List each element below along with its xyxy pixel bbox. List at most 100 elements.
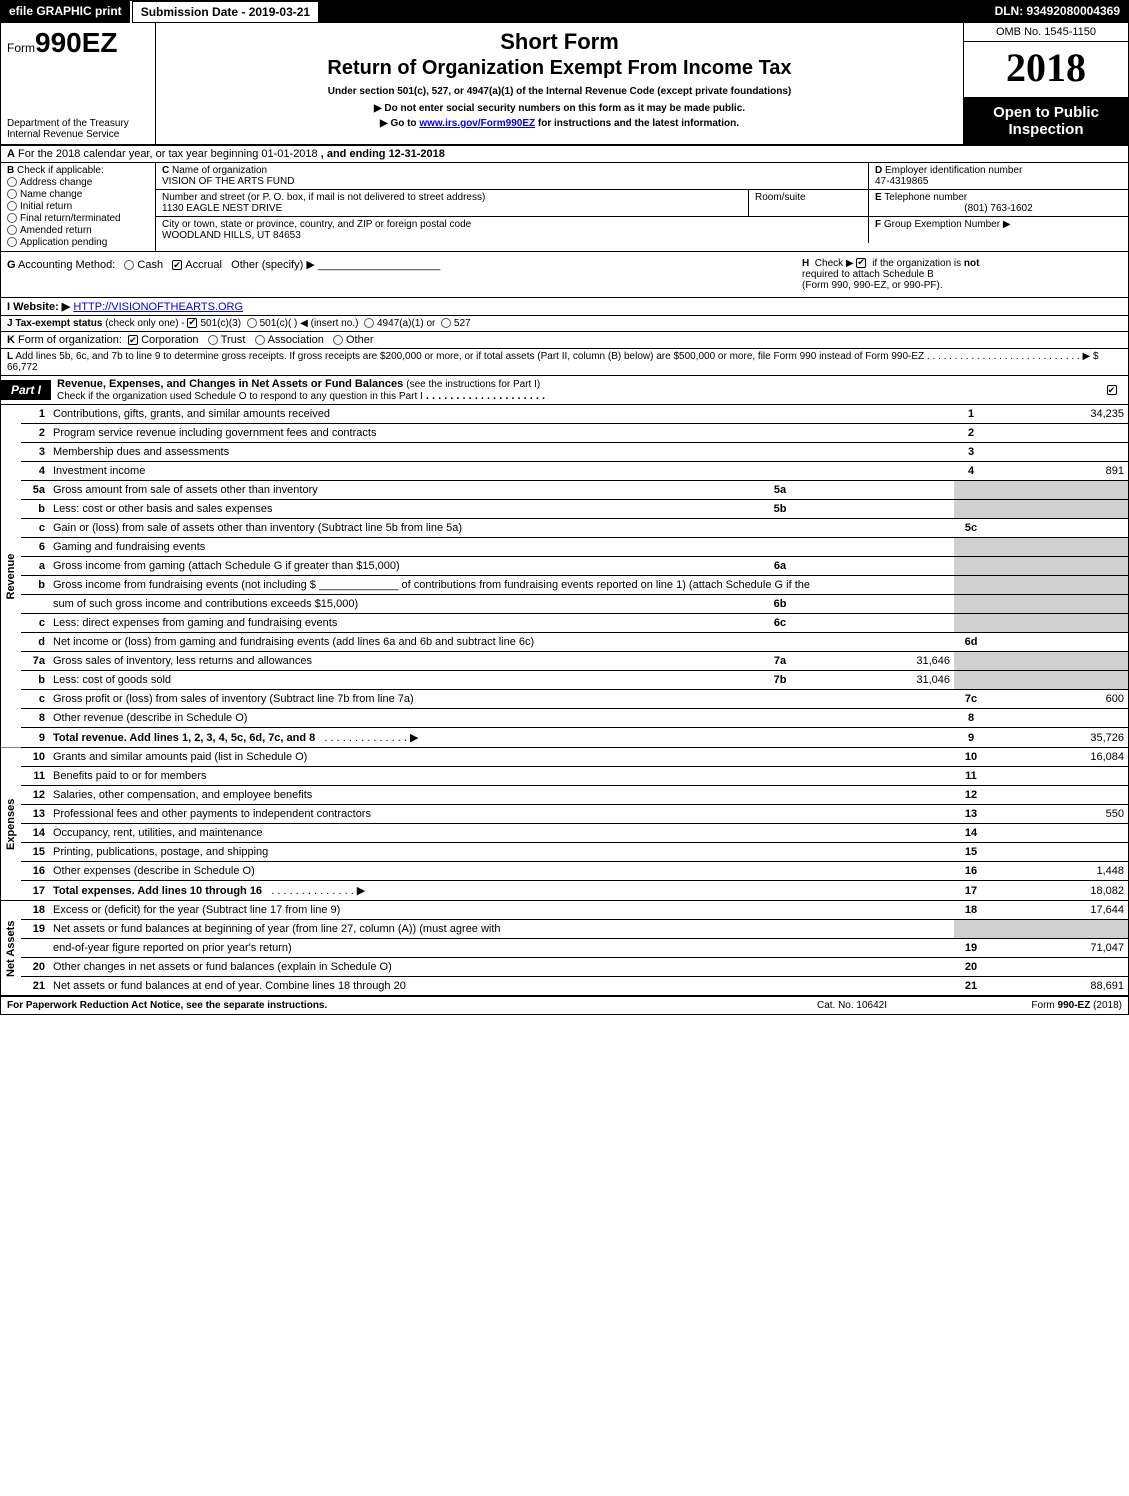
line-number (21, 595, 49, 614)
radio-cash[interactable] (124, 260, 134, 270)
irs-link[interactable]: www.irs.gov/Form990EZ (419, 118, 535, 129)
row-l: L Add lines 5b, 6c, and 7b to line 9 to … (1, 349, 1128, 376)
h-check: H Check ▶ if the organization is not req… (802, 258, 1122, 291)
header-middle: Short Form Return of Organization Exempt… (156, 23, 963, 144)
line-number: 6 (21, 538, 49, 557)
room-label: Room/suite (755, 192, 806, 203)
mid-box-value (794, 614, 954, 633)
line-description: Benefits paid to or for members (49, 767, 954, 786)
cb-trust[interactable] (208, 335, 218, 345)
ein-value: 47-4319865 (875, 176, 928, 187)
line-row: bGross income from fundraising events (n… (1, 576, 1128, 595)
label-e: E (875, 192, 882, 203)
part-i-checkbox-cell (1098, 384, 1128, 396)
footer-right: Form 990-EZ (2018) (942, 1000, 1122, 1011)
line-box-number (954, 595, 988, 614)
opt-other-org: Other (346, 334, 374, 346)
line-box-value: 550 (988, 805, 1128, 824)
part-i-sub: Check if the organization used Schedule … (57, 391, 423, 402)
line-number: c (21, 690, 49, 709)
line-box-number: 1 (954, 405, 988, 424)
row-a-text: For the 2018 calendar year, or tax year … (18, 148, 318, 160)
line-row: sum of such gross income and contributio… (1, 595, 1128, 614)
row-i: I Website: ▶ HTTP://VISIONOFTHEARTS.ORG (1, 298, 1128, 316)
opt-527: 527 (454, 318, 471, 329)
column-b: B Check if applicable: Address change Na… (1, 163, 156, 251)
line-description: Total revenue. Add lines 1, 2, 3, 4, 5c,… (49, 728, 954, 748)
cb-name-change[interactable]: Name change (7, 189, 149, 200)
cb-association[interactable] (255, 335, 265, 345)
label-g: G (7, 259, 16, 271)
cb-501c[interactable] (247, 318, 257, 328)
cb-amended-return[interactable]: Amended return (7, 225, 149, 236)
line-description: Less: cost of goods sold (49, 671, 766, 690)
line-row: 19Net assets or fund balances at beginni… (1, 920, 1128, 939)
line-box-value (988, 557, 1128, 576)
cb-initial-return[interactable]: Initial return (7, 201, 149, 212)
line-box-number (954, 481, 988, 500)
line-number: 8 (21, 709, 49, 728)
form-number: Form990EZ (7, 27, 149, 59)
opt-application-pending: Application pending (20, 237, 107, 248)
cb-address-change[interactable]: Address change (7, 177, 149, 188)
group-arrow: ▶ (1003, 219, 1011, 230)
line-number: b (21, 500, 49, 519)
line-box-value (988, 614, 1128, 633)
group-label: Group Exemption Number (884, 219, 1000, 230)
line-box-number: 6d (954, 633, 988, 652)
section-label-rev: Revenue (1, 405, 21, 748)
cb-final-return[interactable]: Final return/terminated (7, 213, 149, 224)
radio-accrual[interactable] (172, 260, 182, 270)
line-description: Less: direct expenses from gaming and fu… (49, 614, 766, 633)
line-description: Occupancy, rent, utilities, and maintena… (49, 824, 954, 843)
cb-other-org[interactable] (333, 335, 343, 345)
footer-left: For Paperwork Reduction Act Notice, see … (7, 1000, 762, 1011)
line-row: cGross profit or (loss) from sales of in… (1, 690, 1128, 709)
line-description: end-of-year figure reported on prior yea… (49, 939, 954, 958)
name-label: Name of organization (172, 165, 267, 176)
row-k: K Form of organization: Corporation Trus… (1, 332, 1128, 349)
line-box-value (988, 958, 1128, 977)
lines-table: Revenue1Contributions, gifts, grants, an… (1, 405, 1128, 996)
line-box-number (954, 671, 988, 690)
cb-501c3[interactable] (187, 318, 197, 328)
mid-box-number: 7a (766, 652, 794, 671)
line-box-value (988, 824, 1128, 843)
line-number: 14 (21, 824, 49, 843)
line-description: Net income or (loss) from gaming and fun… (49, 633, 954, 652)
line-row: 2Program service revenue including gover… (1, 424, 1128, 443)
page-footer: For Paperwork Reduction Act Notice, see … (1, 996, 1128, 1014)
cb-527[interactable] (441, 318, 451, 328)
label-i: I Website: ▶ (7, 301, 70, 313)
line-box-number: 13 (954, 805, 988, 824)
line-description: Gross income from gaming (attach Schedul… (49, 557, 766, 576)
line-row: bLess: cost or other basis and sales exp… (1, 500, 1128, 519)
mid-box-value (794, 481, 954, 500)
opt-accrual: Accrual (185, 259, 222, 271)
line-box-number: 14 (954, 824, 988, 843)
cb-schedule-o[interactable] (1107, 385, 1117, 395)
d-ein-cell: D Employer identification number 47-4319… (868, 163, 1128, 189)
form-code: 990EZ (35, 27, 118, 58)
mid-box-number: 7b (766, 671, 794, 690)
short-form-title: Short Form (162, 29, 957, 55)
goto-prefix: ▶ Go to (380, 118, 419, 129)
line-row: 17Total expenses. Add lines 10 through 1… (1, 881, 1128, 901)
cb-corporation[interactable] (128, 335, 138, 345)
cb-4947[interactable] (364, 318, 374, 328)
label-l: L (7, 351, 13, 362)
cb-application-pending[interactable]: Application pending (7, 237, 149, 248)
website-link[interactable]: HTTP://VISIONOFTHEARTS.ORG (73, 301, 243, 313)
line-number: 9 (21, 728, 49, 748)
row-a: A For the 2018 calendar year, or tax yea… (1, 146, 1128, 163)
section-label-exp: Expenses (1, 748, 21, 901)
cb-schedule-b[interactable] (856, 258, 866, 268)
line-box-value (988, 443, 1128, 462)
efile-print-button[interactable]: efile GRAPHIC print (1, 1, 132, 23)
line-row: 4Investment income4891 (1, 462, 1128, 481)
e-tel-cell: E Telephone number (801) 763-1602 (868, 190, 1128, 216)
line-box-value (988, 633, 1128, 652)
line-number: 1 (21, 405, 49, 424)
line-description: Grants and similar amounts paid (list in… (49, 748, 954, 767)
opt-other: Other (specify) ▶ (231, 259, 315, 271)
